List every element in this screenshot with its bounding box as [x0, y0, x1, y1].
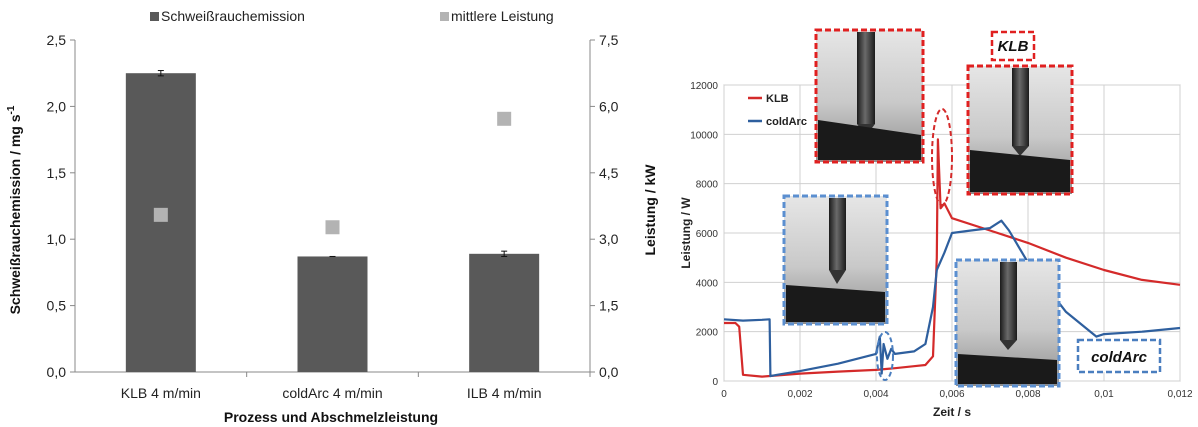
y-tick-label-left: 0,5: [47, 298, 67, 314]
legend: Schweißrauchemission mittlere Leistung: [150, 8, 554, 24]
power-marker: [153, 207, 168, 222]
x-tick-label: 0,012: [1167, 389, 1192, 400]
y-tick-label-left: 1,5: [47, 165, 67, 181]
y-tick-label-left: 1,0: [47, 231, 67, 247]
tick-labels: 0,0 0,5 1,0 1,5 2,0 2,5 0,0 1,5 3,0 4,5 6,0 7,5 KLB …: [47, 32, 619, 401]
bar: [125, 73, 196, 372]
line-legend: KLB coldArc: [748, 93, 807, 128]
legend-label-klb: KLB: [766, 93, 789, 105]
bar: [469, 253, 540, 372]
y-tick-label: 4000: [696, 278, 719, 289]
x-tick-label: 0,006: [939, 389, 964, 400]
x-tick-label: coldArc 4 m/min: [282, 385, 382, 401]
y-tick-label: 6000: [696, 229, 719, 240]
bar-series: [125, 70, 540, 372]
x-tick-label: 0,004: [863, 389, 888, 400]
x-tick-label: 0,01: [1094, 389, 1114, 400]
emission-bar-chart: Schweißrauchemission mittlere Leistung 0,…: [6, 8, 658, 425]
y-axis-title-left-text: Schweißrauchemission / mg s: [7, 114, 23, 314]
y-axis-title-left-sup: -1: [6, 105, 17, 114]
power-marker: [497, 111, 512, 126]
x-tick-label: 0,002: [787, 389, 812, 400]
inset-photo-klb-1: [814, 28, 925, 164]
power-line-chart: 0 2000 4000 6000 8000 10000 12000 0 0,002 0,004 0,…: [679, 28, 1193, 419]
y-tick-label-right: 1,5: [599, 298, 619, 314]
x-tick-label: 0: [721, 389, 727, 400]
inset-photo-coldarc-1: [782, 194, 889, 326]
x-tick-label: ILB 4 m/min: [467, 385, 542, 401]
legend-swatch: [440, 12, 449, 21]
y-tick-label-right: 6,0: [599, 98, 619, 114]
y-tick-label-right: 3,0: [599, 231, 619, 247]
legend-label: mittlere Leistung: [451, 8, 554, 24]
y-axis-title: Leistung / W: [679, 197, 693, 269]
y-axis-title-right: Leistung / kW: [642, 164, 658, 256]
x-axis-title: Zeit / s: [933, 405, 971, 419]
y-tick-label-right: 7,5: [599, 32, 619, 48]
inset-photo-klb-2: [966, 64, 1074, 196]
callout-coldarc: coldArc: [1076, 338, 1162, 374]
x-tick-label: 0,008: [1015, 389, 1040, 400]
tick-labels: 0 2000 4000 6000 8000 10000 12000 0 0,002 0,004 0,…: [690, 81, 1193, 400]
series-line-klb: [724, 138, 1181, 378]
power-marker: [325, 220, 340, 235]
y-tick-label: 2000: [696, 328, 719, 339]
legend-label: Schweißrauchemission: [161, 8, 305, 24]
series-line-coldarc: [723, 219, 1181, 378]
coldarc-ellipse: [876, 331, 894, 381]
klb-peak-ellipse: [931, 108, 953, 206]
x-tick-label: KLB 4 m/min: [121, 385, 201, 401]
line-series: [723, 138, 1181, 378]
callout-klb-label: KLB: [998, 38, 1029, 55]
y-tick-label: 8000: [696, 180, 719, 191]
y-tick-label: 12000: [690, 81, 718, 92]
inset-photo-coldarc-2: [954, 258, 1061, 388]
y-tick-label-right: 4,5: [599, 165, 619, 181]
y-tick-label: 0: [712, 377, 718, 388]
y-tick-label-left: 2,0: [47, 98, 67, 114]
callout-klb: KLB: [990, 30, 1036, 62]
legend-swatch: [150, 12, 159, 21]
bar: [297, 256, 368, 372]
x-axis-title: Prozess und Abschmelzleistung: [224, 409, 438, 425]
y-tick-label-right: 0,0: [599, 364, 619, 380]
callout-coldarc-label: coldArc: [1091, 349, 1148, 366]
y-tick-label-left: 0,0: [47, 364, 67, 380]
y-axis-title-left: Schweißrauchemission / mg s-1: [6, 105, 23, 314]
y-tick-label: 10000: [690, 130, 718, 141]
y-tick-label-left: 2,5: [47, 32, 67, 48]
marker-series: [153, 111, 512, 235]
legend-label-coldarc: coldArc: [766, 116, 807, 128]
